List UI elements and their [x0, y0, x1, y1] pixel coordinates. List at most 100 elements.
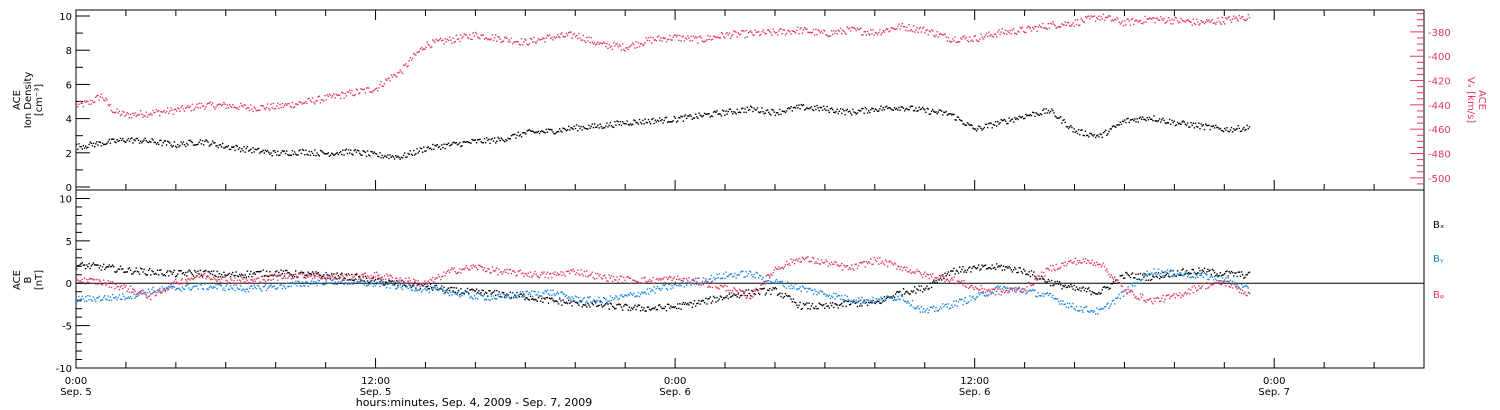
data-point	[163, 140, 165, 142]
data-point	[859, 305, 861, 307]
data-point	[562, 127, 564, 129]
data-point	[371, 91, 373, 94]
data-point	[561, 32, 563, 34]
data-point	[380, 277, 382, 279]
data-point	[956, 116, 959, 118]
data-point	[532, 130, 534, 132]
data-point	[659, 288, 661, 290]
data-point	[360, 279, 362, 281]
data-point	[826, 294, 828, 296]
data-point	[453, 287, 455, 289]
data-point	[313, 280, 315, 283]
data-point	[405, 156, 407, 158]
data-point	[1108, 307, 1110, 309]
data-point	[1233, 15, 1235, 17]
data-point	[950, 41, 952, 43]
data-point	[954, 304, 956, 306]
data-point	[153, 273, 155, 275]
data-point	[682, 301, 684, 304]
data-point	[800, 27, 802, 29]
data-point	[131, 117, 133, 119]
data-point	[86, 278, 88, 281]
data-point	[154, 141, 156, 144]
data-point	[135, 267, 137, 269]
data-point	[1191, 276, 1193, 278]
data-point	[1018, 266, 1020, 269]
data-point	[699, 114, 701, 116]
data-point	[428, 288, 431, 290]
data-point	[245, 278, 247, 280]
data-point	[857, 300, 860, 303]
data-point	[506, 295, 508, 298]
data-point	[518, 135, 520, 137]
data-point	[689, 114, 691, 116]
data-point	[493, 137, 496, 139]
data-point	[963, 35, 965, 37]
data-point	[597, 305, 599, 307]
data-point	[531, 276, 533, 278]
data-point	[484, 298, 487, 300]
data-point	[1169, 118, 1171, 121]
data-point	[633, 279, 635, 281]
data-point	[218, 103, 221, 105]
data-point	[314, 103, 316, 105]
data-point	[661, 119, 663, 121]
data-point	[814, 262, 816, 265]
data-point	[703, 281, 706, 283]
data-point	[532, 295, 534, 298]
data-point	[1218, 20, 1220, 22]
data-point	[976, 295, 979, 298]
data-point	[1092, 311, 1094, 313]
data-point	[331, 274, 333, 276]
data-point	[1125, 24, 1127, 26]
data-point	[384, 78, 387, 80]
data-point	[633, 306, 635, 308]
data-point	[359, 277, 361, 279]
data-point	[498, 268, 500, 271]
data-point	[927, 33, 929, 36]
data-point	[404, 152, 406, 154]
data-point	[167, 140, 169, 142]
data-point	[1079, 287, 1081, 289]
data-point	[227, 107, 229, 109]
data-point	[560, 130, 562, 132]
data-point	[225, 279, 227, 281]
data-point	[775, 268, 778, 270]
data-point	[424, 280, 426, 282]
data-point	[615, 279, 617, 281]
data-point	[290, 154, 292, 156]
data-point	[322, 151, 324, 153]
data-point	[1040, 113, 1043, 116]
data-point	[937, 111, 939, 113]
data-point	[872, 108, 874, 110]
data-point	[970, 299, 972, 301]
data-point	[650, 309, 652, 311]
data-point	[985, 268, 988, 270]
data-point	[273, 150, 276, 152]
data-point	[848, 27, 851, 29]
b-tick-label: -10	[56, 364, 72, 375]
data-point	[1169, 270, 1171, 273]
data-point	[307, 98, 309, 100]
data-point	[556, 131, 559, 133]
data-point	[950, 113, 952, 115]
data-point	[1035, 277, 1037, 279]
data-point	[525, 273, 527, 275]
data-point	[315, 281, 317, 283]
data-point	[1075, 23, 1078, 26]
data-point	[1147, 119, 1150, 121]
data-point	[689, 301, 691, 304]
data-point	[190, 277, 192, 279]
data-point	[425, 282, 427, 284]
data-point	[880, 105, 882, 107]
data-point	[1082, 20, 1084, 23]
data-point	[746, 275, 748, 277]
data-point	[110, 110, 113, 112]
data-point	[258, 277, 260, 279]
data-point	[989, 122, 991, 124]
data-point	[808, 288, 810, 290]
data-point	[150, 112, 152, 115]
data-point	[1017, 288, 1019, 290]
data-point	[721, 298, 724, 301]
data-point	[426, 41, 428, 43]
